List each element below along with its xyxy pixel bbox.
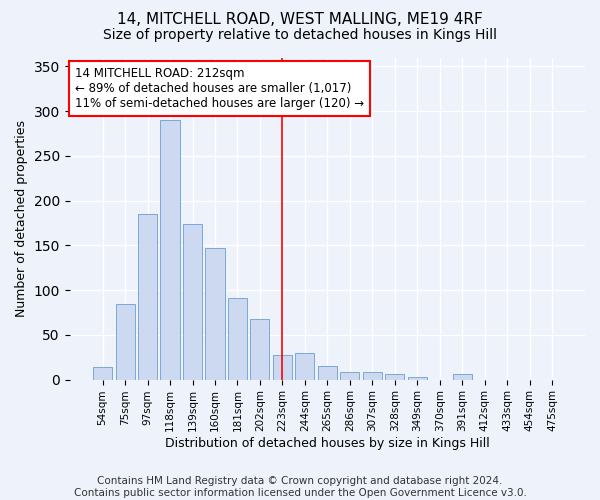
Bar xyxy=(93,367,112,380)
Bar xyxy=(452,374,472,380)
Bar xyxy=(385,374,404,380)
Text: Contains HM Land Registry data © Crown copyright and database right 2024.
Contai: Contains HM Land Registry data © Crown c… xyxy=(74,476,526,498)
Bar xyxy=(295,353,314,380)
Bar xyxy=(183,224,202,380)
Bar xyxy=(340,372,359,380)
Bar xyxy=(116,304,134,380)
Bar xyxy=(273,356,292,380)
Bar xyxy=(228,298,247,380)
Y-axis label: Number of detached properties: Number of detached properties xyxy=(15,120,28,317)
Text: 14, MITCHELL ROAD, WEST MALLING, ME19 4RF: 14, MITCHELL ROAD, WEST MALLING, ME19 4R… xyxy=(117,12,483,28)
Bar xyxy=(160,120,179,380)
Bar xyxy=(205,248,224,380)
Bar xyxy=(363,372,382,380)
X-axis label: Distribution of detached houses by size in Kings Hill: Distribution of detached houses by size … xyxy=(165,437,490,450)
Bar xyxy=(407,377,427,380)
Bar xyxy=(250,319,269,380)
Bar xyxy=(318,366,337,380)
Text: 14 MITCHELL ROAD: 212sqm
← 89% of detached houses are smaller (1,017)
11% of sem: 14 MITCHELL ROAD: 212sqm ← 89% of detach… xyxy=(75,67,364,110)
Text: Size of property relative to detached houses in Kings Hill: Size of property relative to detached ho… xyxy=(103,28,497,42)
Bar xyxy=(138,214,157,380)
